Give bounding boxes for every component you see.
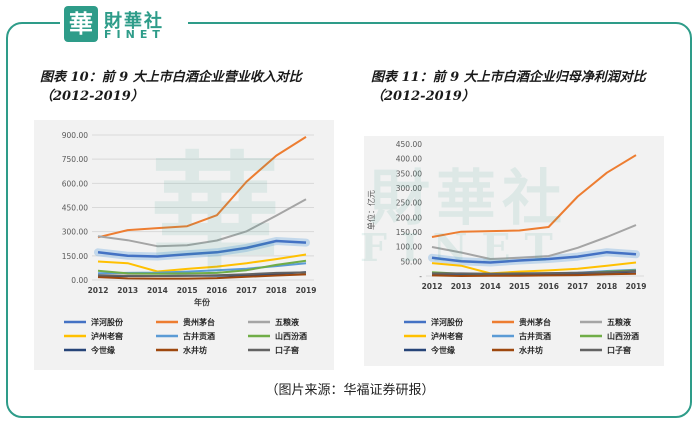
y-tick-label: 350.00 [396,169,422,178]
series-line [97,239,307,258]
x-tick-label: 2015 [509,282,530,291]
x-tick-label: 2014 [147,286,168,295]
legend-label: 水井坊 [182,345,207,355]
x-tick-label: 2012 [88,286,109,295]
series-line [97,136,307,239]
legend-label: 五粮液 [607,317,631,327]
y-tick-label: 150.00 [396,228,422,237]
x-tick-label: 2019 [626,282,647,291]
logo-name-en: FINET [104,28,165,41]
legend-label: 古井贡酒 [519,331,551,341]
legend-label: 贵州茅台 [183,317,215,327]
y-tick-label: 200.00 [396,213,422,222]
x-tick-label: 2016 [538,282,559,291]
legend-label: 泸州老窖 [431,331,463,341]
series-line [97,253,307,273]
finet-logo: 華 財華社 FINET [60,4,188,44]
y-tick-label: 750.00 [62,155,88,164]
legend-label: 洋河股份 [431,317,464,327]
legend-label: 山西汾酒 [607,331,639,341]
y-tick-label: 50.00 [401,257,423,266]
logo-name-cn: 財華社 [104,11,164,32]
x-tick-label: 2016 [206,286,227,295]
series-line [431,154,637,238]
legend-label: 古井贡酒 [183,331,215,341]
series-line [97,198,307,248]
y-tick-label: 450.00 [62,204,88,213]
chart-2-svg: - 50.00 100.00 150.00 200.00 250.00 300.00 350.… [366,140,647,355]
y-tick-label: 600.00 [62,179,88,188]
series-line [97,273,307,280]
chart-1-panel: 0.00 150.00 300.00 450.00 600.00 750.00 900.00… [34,120,334,370]
chart-2-panel: - 50.00 100.00 150.00 200.00 250.00 300.00 350.… [364,136,664,366]
legend-label: 口子窖 [275,345,299,355]
y-tick-label: - [419,272,422,281]
x-tick-label: 2017 [236,286,257,295]
x-tick-label: 2012 [422,282,443,291]
x-tick-label: 2015 [177,286,198,295]
x-tick-label: 2019 [296,286,317,295]
source-note: （图片来源：华福证券研报） [265,383,435,398]
legend-label: 洋河股份 [91,317,124,327]
series-line [431,250,637,264]
legend-label: 今世缘 [430,345,455,355]
series-line [432,270,637,275]
x-tick-label: 2013 [451,282,472,291]
x-tick-label: 2018 [266,286,287,295]
y-axis-label: 单位：亿元 [366,190,376,230]
legend-label: 口子窖 [607,345,631,355]
x-axis-label: 年份 [194,297,211,307]
y-tick-label: 900.00 [62,131,88,140]
legend-label: 山西汾酒 [275,331,307,341]
legend-label: 泸州老窖 [91,331,123,341]
legend-label: 五粮液 [275,317,299,327]
y-tick-label: 0.00 [71,276,88,285]
y-tick-label: 150.00 [62,252,88,261]
x-tick-label: 2013 [117,286,138,295]
x-tick-label: 2017 [567,282,588,291]
y-tick-label: 300.00 [396,184,422,193]
legend-label: 今世缘 [90,345,115,355]
series-line [431,261,637,275]
y-tick-label: 250.00 [396,199,422,208]
series-line [431,272,637,277]
series-line [97,259,307,275]
x-tick-label: 2018 [596,282,617,291]
legend-label: 贵州茅台 [519,317,551,327]
logo-seal: 華 [64,6,98,42]
chart-1-title: 图表 10：前 9 大上市白酒企业营业收入对比 （2012-2019） [40,70,302,104]
y-tick-label: 400.00 [396,155,422,164]
chart-1-svg: 0.00 150.00 300.00 450.00 600.00 750.00 900.00… [62,131,317,355]
y-tick-label: 300.00 [62,228,88,237]
y-tick-label: 450.00 [396,140,422,149]
series-line [431,224,637,260]
legend-label: 水井坊 [518,345,543,355]
series-line [97,271,307,277]
y-tick-label: 100.00 [396,243,422,252]
chart-2-title: 图表 11：前 9 大上市白酒企业归母净利润对比 （2012-2019） [371,70,646,104]
x-tick-label: 2014 [480,282,501,291]
